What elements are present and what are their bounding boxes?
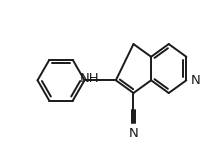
Text: N: N — [190, 74, 200, 87]
Text: N: N — [129, 127, 138, 140]
Text: NH: NH — [79, 72, 99, 85]
